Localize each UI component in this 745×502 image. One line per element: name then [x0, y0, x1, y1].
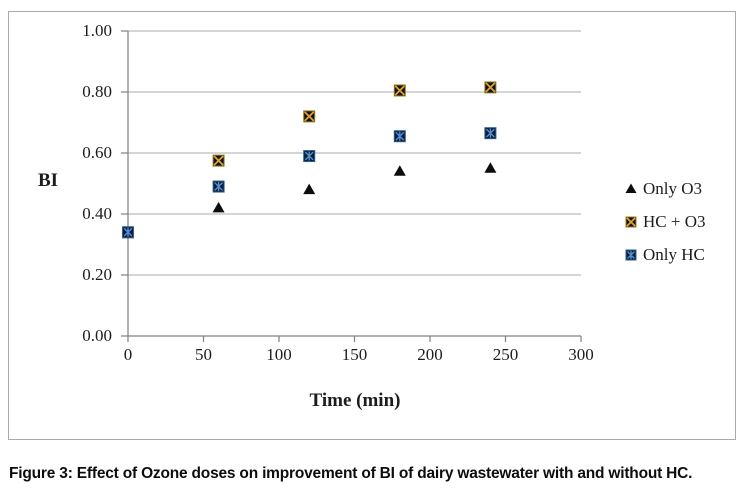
legend-marker-only-o3 [625, 183, 637, 193]
x-tick-label: 0 [123, 345, 133, 364]
x-tick-label: 250 [492, 345, 519, 364]
legend: Only O3 HC + O3 Only HC [624, 178, 705, 277]
data-point-hc-o3 [212, 154, 225, 167]
y-tick-label: 0.40 [82, 204, 112, 223]
legend-item-hc-o3: HC + O3 [624, 211, 705, 233]
y-tick-label: 1.00 [82, 21, 112, 40]
data-point-hc-o3 [303, 110, 316, 123]
x-tick-label: 100 [266, 345, 292, 364]
y-tick-label: 0.20 [82, 265, 112, 284]
y-tick-label: 0.00 [82, 326, 112, 345]
only-o3-marker-icon [625, 183, 637, 193]
x-tick-label: 200 [417, 345, 443, 364]
data-point-hc-o3 [484, 81, 497, 94]
x-tick-label: 150 [341, 345, 368, 364]
data-point-only-o3 [303, 183, 316, 195]
x-tick-label: 300 [568, 345, 594, 364]
y-axis-title: BI [37, 170, 59, 191]
figure-caption: Figure 3: Effect of Ozone doses on impro… [9, 465, 693, 482]
data-point-only-hc [122, 226, 134, 239]
y-tick-label: 0.80 [82, 82, 112, 101]
x-tick-label: 50 [195, 345, 212, 364]
only-hc-marker-icon [625, 249, 637, 261]
legend-marker-only-hc [625, 249, 637, 261]
data-point-only-o3 [393, 165, 406, 176]
x-axis-title: Time (min) [309, 390, 401, 411]
data-point-only-o3 [484, 162, 497, 173]
data-point-only-hc [212, 180, 225, 193]
legend-label: Only O3 [643, 179, 703, 198]
data-point-only-o3 [212, 201, 225, 213]
legend-item-only-hc: Only HC [624, 244, 705, 266]
legend-label: HC + O3 [643, 212, 706, 231]
legend-label: Only HC [643, 245, 705, 264]
data-point-only-hc [484, 127, 497, 140]
legend-item-only-o3: Only O3 [624, 178, 705, 200]
chart-frame [8, 11, 736, 440]
data-point-only-hc [393, 130, 406, 143]
hc-o3-marker-icon [625, 216, 637, 228]
data-point-hc-o3 [393, 84, 406, 97]
legend-marker-hc-o3 [625, 216, 637, 228]
data-point-only-hc [303, 150, 316, 163]
y-tick-label: 0.60 [82, 143, 112, 162]
